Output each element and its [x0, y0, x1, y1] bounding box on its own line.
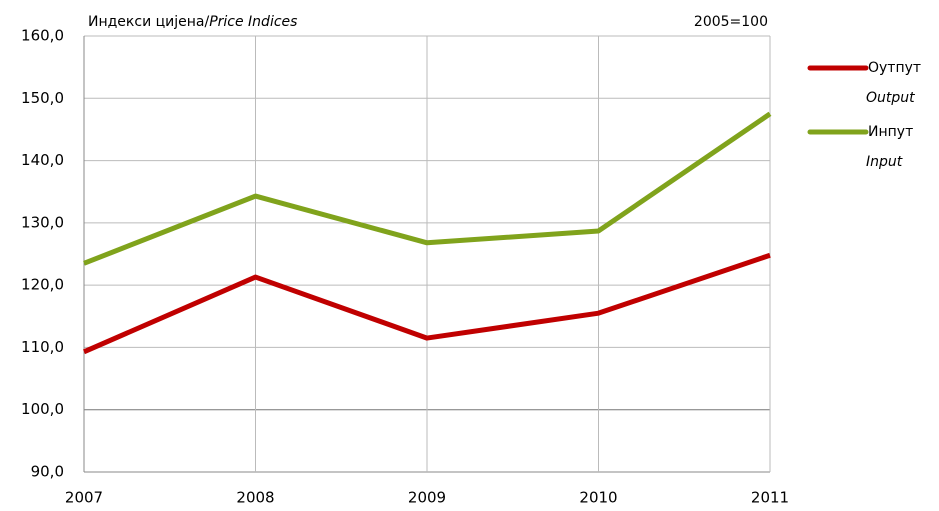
- y-tick-label: 100,0: [21, 400, 64, 418]
- x-tick-label: 2011: [751, 489, 789, 507]
- data-line: [83, 111, 772, 266]
- data-line: [83, 252, 771, 355]
- y-tick-label: 160,0: [21, 27, 64, 45]
- chart-title: Индекси цијена/: [88, 14, 209, 30]
- legend-label-en: Input: [866, 154, 903, 170]
- chart-title-italic: Price Indices: [209, 14, 297, 30]
- y-tick-label: 110,0: [21, 338, 64, 356]
- y-tick-label: 90,0: [31, 463, 64, 481]
- y-tick-label: 140,0: [21, 151, 64, 169]
- x-tick-label: 2008: [236, 489, 274, 507]
- y-tick-label: 130,0: [21, 213, 64, 231]
- legend-label: Оутпут: [868, 60, 921, 76]
- y-tick-label: 120,0: [21, 276, 64, 294]
- x-tick-label: 2010: [579, 489, 617, 507]
- annotation: 2005=100: [694, 14, 768, 30]
- y-tick-label: 150,0: [21, 89, 64, 107]
- legend-label-en: Output: [866, 90, 915, 106]
- x-tick-label: 2007: [65, 489, 103, 507]
- legend-label: Инпут: [868, 124, 913, 140]
- x-tick-label: 2009: [408, 489, 446, 507]
